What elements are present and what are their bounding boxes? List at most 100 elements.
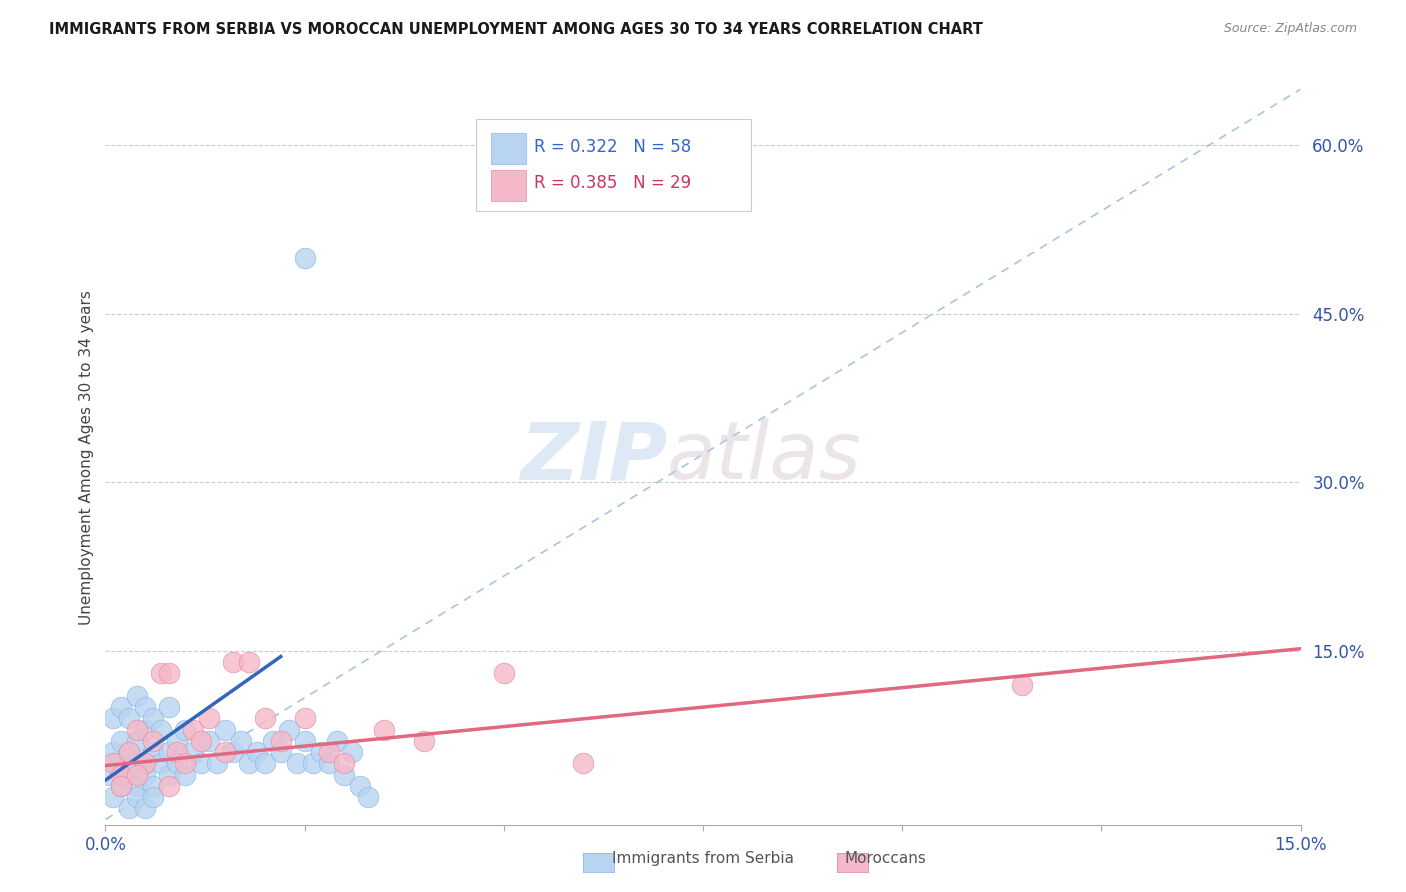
- Point: [174, 723, 197, 737]
- Point: [157, 666, 180, 681]
- Point: [103, 756, 125, 771]
- Text: R = 0.385   N = 29: R = 0.385 N = 29: [534, 175, 692, 193]
- Point: [110, 700, 132, 714]
- Point: [118, 711, 141, 725]
- Point: [142, 790, 165, 805]
- Point: [318, 745, 340, 759]
- Point: [142, 779, 165, 793]
- Point: [157, 767, 180, 781]
- Point: [349, 779, 371, 793]
- Point: [134, 700, 156, 714]
- Text: Source: ZipAtlas.com: Source: ZipAtlas.com: [1223, 22, 1357, 36]
- Text: Immigrants from Serbia: Immigrants from Serbia: [612, 851, 794, 865]
- Point: [127, 790, 149, 805]
- Point: [253, 756, 276, 771]
- Point: [294, 711, 316, 725]
- Point: [142, 734, 165, 748]
- Point: [492, 666, 515, 681]
- Point: [118, 801, 141, 815]
- Point: [150, 756, 173, 771]
- Point: [190, 734, 212, 748]
- FancyBboxPatch shape: [492, 133, 526, 164]
- Point: [285, 756, 308, 771]
- Point: [134, 723, 156, 737]
- Point: [214, 745, 236, 759]
- Point: [142, 745, 165, 759]
- Point: [373, 723, 395, 737]
- Point: [166, 756, 188, 771]
- Point: [205, 756, 228, 771]
- Point: [270, 745, 292, 759]
- Point: [157, 745, 180, 759]
- Point: [127, 779, 149, 793]
- Point: [262, 734, 284, 748]
- Point: [198, 711, 221, 725]
- Point: [134, 756, 156, 771]
- Point: [181, 745, 204, 759]
- Point: [127, 689, 149, 703]
- Text: Moroccans: Moroccans: [845, 851, 927, 865]
- Point: [253, 711, 276, 725]
- Point: [294, 734, 316, 748]
- Point: [342, 745, 364, 759]
- Point: [309, 745, 332, 759]
- Point: [157, 779, 180, 793]
- Point: [166, 745, 188, 759]
- Point: [413, 734, 436, 748]
- Point: [301, 756, 323, 771]
- Point: [114, 767, 136, 781]
- Point: [294, 251, 316, 265]
- Point: [110, 779, 132, 793]
- Point: [98, 767, 121, 781]
- Point: [270, 734, 292, 748]
- Point: [222, 655, 245, 669]
- Point: [110, 779, 132, 793]
- Point: [174, 756, 197, 771]
- Point: [222, 745, 245, 759]
- Point: [198, 734, 221, 748]
- Point: [118, 745, 141, 759]
- Text: IMMIGRANTS FROM SERBIA VS MOROCCAN UNEMPLOYMENT AMONG AGES 30 TO 34 YEARS CORREL: IMMIGRANTS FROM SERBIA VS MOROCCAN UNEMP…: [49, 22, 983, 37]
- Point: [134, 801, 156, 815]
- Point: [277, 723, 299, 737]
- Point: [190, 756, 212, 771]
- Point: [134, 756, 156, 771]
- Point: [318, 756, 340, 771]
- Point: [174, 767, 197, 781]
- Point: [127, 723, 149, 737]
- Point: [229, 734, 252, 748]
- Y-axis label: Unemployment Among Ages 30 to 34 years: Unemployment Among Ages 30 to 34 years: [79, 290, 94, 624]
- Point: [333, 756, 356, 771]
- Point: [107, 756, 129, 771]
- Point: [118, 745, 141, 759]
- Text: R = 0.322   N = 58: R = 0.322 N = 58: [534, 137, 692, 155]
- Point: [157, 700, 180, 714]
- Point: [127, 734, 149, 748]
- Point: [103, 790, 125, 805]
- Point: [214, 723, 236, 737]
- Point: [166, 734, 188, 748]
- Point: [103, 711, 125, 725]
- Point: [142, 711, 165, 725]
- Point: [122, 756, 145, 771]
- Text: atlas: atlas: [666, 418, 862, 496]
- FancyBboxPatch shape: [492, 170, 526, 201]
- Point: [150, 723, 173, 737]
- Point: [246, 745, 269, 759]
- FancyBboxPatch shape: [475, 119, 751, 211]
- Point: [127, 767, 149, 781]
- Point: [150, 666, 173, 681]
- Point: [181, 723, 204, 737]
- Point: [333, 767, 356, 781]
- Text: ZIP: ZIP: [520, 418, 666, 496]
- Point: [110, 767, 132, 781]
- Point: [103, 745, 125, 759]
- Point: [572, 756, 595, 771]
- Point: [325, 734, 347, 748]
- Point: [110, 734, 132, 748]
- Point: [238, 655, 260, 669]
- Point: [357, 790, 380, 805]
- Point: [238, 756, 260, 771]
- Point: [134, 767, 156, 781]
- Point: [1011, 678, 1033, 692]
